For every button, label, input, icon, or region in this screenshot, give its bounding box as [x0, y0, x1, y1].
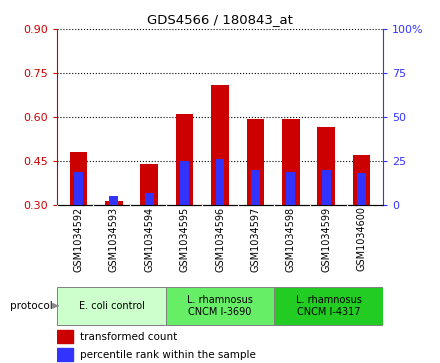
Bar [57, 330, 73, 343]
Bar [180, 161, 189, 205]
Title: GDS4566 / 180843_at: GDS4566 / 180843_at [147, 13, 293, 26]
Bar [176, 114, 194, 205]
Bar [57, 287, 166, 325]
Bar [145, 193, 154, 205]
Text: L. rhamnosus
CNCM I-3690: L. rhamnosus CNCM I-3690 [187, 295, 253, 317]
Text: E. coli control: E. coli control [78, 301, 144, 311]
Bar [246, 119, 264, 205]
Bar [166, 287, 274, 325]
Text: L. rhamnosus
CNCM I-4317: L. rhamnosus CNCM I-4317 [296, 295, 362, 317]
Bar [286, 172, 295, 205]
Bar [282, 119, 300, 205]
Bar [105, 201, 123, 205]
Bar [357, 174, 366, 205]
Bar [317, 127, 335, 205]
Bar [110, 196, 118, 205]
Bar [70, 152, 87, 205]
Bar [140, 164, 158, 205]
Bar [274, 287, 383, 325]
Bar [74, 172, 83, 205]
Bar [57, 348, 73, 361]
Bar [251, 170, 260, 205]
Bar [353, 155, 370, 205]
Text: percentile rank within the sample: percentile rank within the sample [80, 350, 256, 360]
Bar [211, 85, 229, 205]
Bar [216, 159, 224, 205]
Text: transformed count: transformed count [80, 332, 177, 342]
Text: protocol: protocol [10, 301, 53, 311]
Bar [322, 170, 330, 205]
